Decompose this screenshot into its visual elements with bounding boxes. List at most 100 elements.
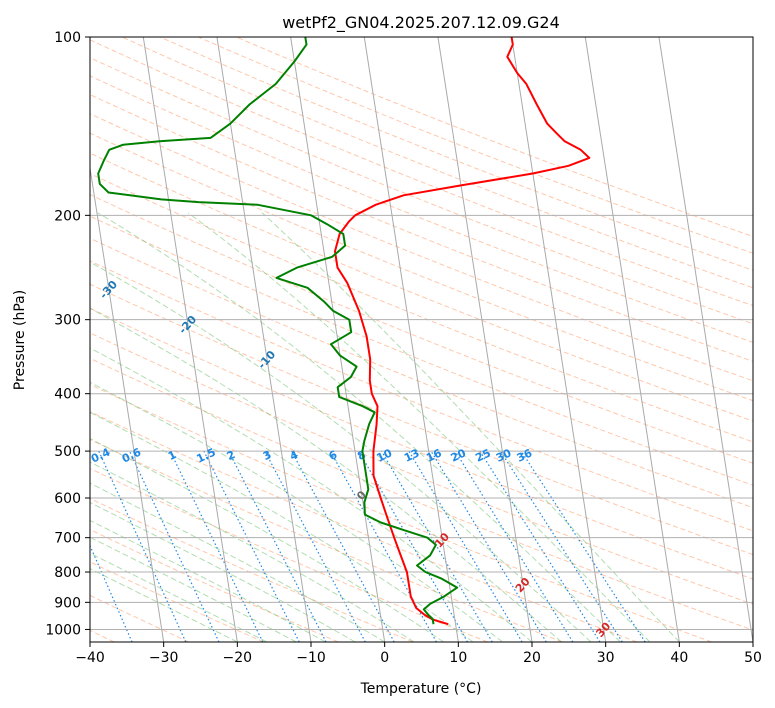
profile-series bbox=[97, 37, 591, 626]
mixing-ratio-label: 13 bbox=[402, 446, 421, 464]
dry-adiabat bbox=[198, 37, 753, 254]
moist-adiabat bbox=[90, 261, 592, 642]
dry-adiabat bbox=[90, 467, 488, 642]
isotherm-line bbox=[658, 37, 753, 642]
pressure-gridlines bbox=[90, 37, 753, 630]
x-tick-label: −30 bbox=[149, 650, 179, 666]
moist-adiabat bbox=[90, 461, 415, 642]
background-line-labels: 0.10.20.40.611.52346810131620253036-100-… bbox=[0, 243, 694, 684]
x-tick-label: 10 bbox=[449, 650, 467, 666]
mixing-ratio-label: 30 bbox=[494, 446, 514, 464]
mixing-ratio-label: 0.1 bbox=[0, 446, 15, 466]
isotherm-line bbox=[511, 37, 607, 642]
dry-adiabat bbox=[90, 39, 753, 307]
mixing-ratio-line bbox=[499, 450, 623, 642]
mixing-ratio-line bbox=[128, 450, 220, 642]
mixing-ratio-label: 2 bbox=[225, 448, 237, 463]
mixing-ratio-label: 20 bbox=[449, 446, 469, 464]
moist-adiabat bbox=[90, 307, 562, 642]
mixing-ratio-label: 36 bbox=[515, 446, 535, 464]
y-tick-label: 500 bbox=[54, 444, 81, 460]
plot-frame bbox=[89, 36, 754, 643]
isotherm-line bbox=[216, 37, 312, 642]
dry-adiabat bbox=[90, 528, 339, 642]
y-tick-label: 900 bbox=[54, 595, 81, 611]
isotherm-label: -20 bbox=[176, 313, 199, 337]
mixing-ratio-label: 16 bbox=[424, 446, 444, 464]
x-tick-label: 50 bbox=[744, 650, 762, 666]
temperature-profile bbox=[334, 37, 591, 626]
mixing-ratio-line bbox=[203, 450, 300, 642]
x-tick-label: −10 bbox=[296, 650, 326, 666]
isotherm-label: 40 bbox=[674, 664, 694, 684]
isotherm-label: -30 bbox=[97, 278, 120, 302]
isotherm-line bbox=[437, 37, 533, 642]
mixing-ratio-label: 1.5 bbox=[195, 446, 218, 466]
moist-adiabat bbox=[97, 212, 621, 642]
mixing-ratio-line bbox=[290, 450, 395, 642]
dry-adiabat bbox=[90, 332, 753, 605]
plot-area: 0.10.20.40.611.52346810131620253036-100-… bbox=[0, 37, 753, 684]
mixing-ratio-label: 6 bbox=[327, 448, 340, 463]
dry-adiabat bbox=[90, 113, 753, 382]
mixing-ratio-line bbox=[169, 450, 264, 642]
moist-adiabats bbox=[90, 212, 680, 642]
moist-adiabat bbox=[90, 501, 356, 642]
mixing-ratio-line bbox=[454, 450, 574, 642]
x-axis-label: Temperature (°C) bbox=[360, 681, 482, 697]
mixing-ratio-label: 4 bbox=[288, 448, 301, 463]
dry-adiabat bbox=[90, 173, 753, 443]
isotherm-line bbox=[584, 37, 680, 642]
mixing-ratio-label: 3 bbox=[261, 448, 273, 463]
moist-adiabat bbox=[90, 347, 533, 642]
dry-adiabat bbox=[90, 497, 414, 642]
y-tick-label: 100 bbox=[54, 30, 81, 46]
y-tick-label: 600 bbox=[54, 491, 81, 507]
y-tick-label: 700 bbox=[54, 531, 81, 547]
mixing-ratio-label: 10 bbox=[375, 446, 395, 464]
isotherm-label: 30 bbox=[593, 620, 613, 640]
dry-adiabat bbox=[90, 594, 190, 642]
y-tick-label: 200 bbox=[54, 208, 81, 224]
y-tick-label: 800 bbox=[54, 565, 81, 581]
dry-adiabat bbox=[90, 411, 638, 642]
x-tick-label: −20 bbox=[223, 650, 253, 666]
moist-adiabat bbox=[90, 438, 444, 642]
mixing-ratio-line bbox=[408, 450, 523, 642]
x-tick-label: 40 bbox=[670, 650, 688, 666]
isotherm-label: -40 bbox=[18, 243, 41, 267]
mixing-ratio-lines bbox=[90, 450, 646, 642]
mixing-ratio-line bbox=[329, 450, 437, 642]
x-tick-label: 0 bbox=[380, 650, 389, 666]
x-tick-label: 20 bbox=[523, 650, 541, 666]
isotherm-line bbox=[363, 37, 459, 642]
isotherms bbox=[90, 37, 753, 642]
moist-adiabat bbox=[90, 536, 297, 642]
dry-adiabat bbox=[90, 132, 753, 402]
axes: −40 −30 −20 −10 0 10 20 30 40 5010020030040050060… bbox=[45, 30, 762, 666]
dry-adiabat bbox=[90, 383, 712, 642]
mixing-ratio-label: 0.4 bbox=[89, 445, 112, 465]
mixing-ratio-line bbox=[358, 450, 469, 642]
x-tick-label: 30 bbox=[597, 650, 615, 666]
moist-adiabat bbox=[90, 552, 268, 642]
mixing-ratio-line bbox=[228, 450, 327, 642]
mixing-ratio-label: 1 bbox=[166, 448, 178, 463]
moist-adiabat bbox=[261, 212, 680, 642]
y-axis-label: Pressure (hPa) bbox=[12, 290, 28, 390]
isotherm-line bbox=[90, 164, 165, 642]
y-tick-label: 1000 bbox=[45, 622, 81, 638]
dry-adiabat bbox=[236, 37, 753, 238]
y-tick-label: 400 bbox=[54, 387, 81, 403]
mixing-ratio-line bbox=[98, 450, 187, 642]
dry-adiabat bbox=[90, 94, 753, 362]
dry-adiabat bbox=[90, 438, 563, 642]
x-tick-label: −40 bbox=[75, 650, 105, 666]
dry-adiabat bbox=[90, 357, 753, 631]
moist-adiabat bbox=[90, 482, 385, 642]
dry-adiabat bbox=[90, 307, 753, 580]
moist-adiabat bbox=[90, 411, 474, 642]
mixing-ratio-label: 25 bbox=[473, 446, 492, 464]
dry-adiabat bbox=[159, 37, 753, 271]
